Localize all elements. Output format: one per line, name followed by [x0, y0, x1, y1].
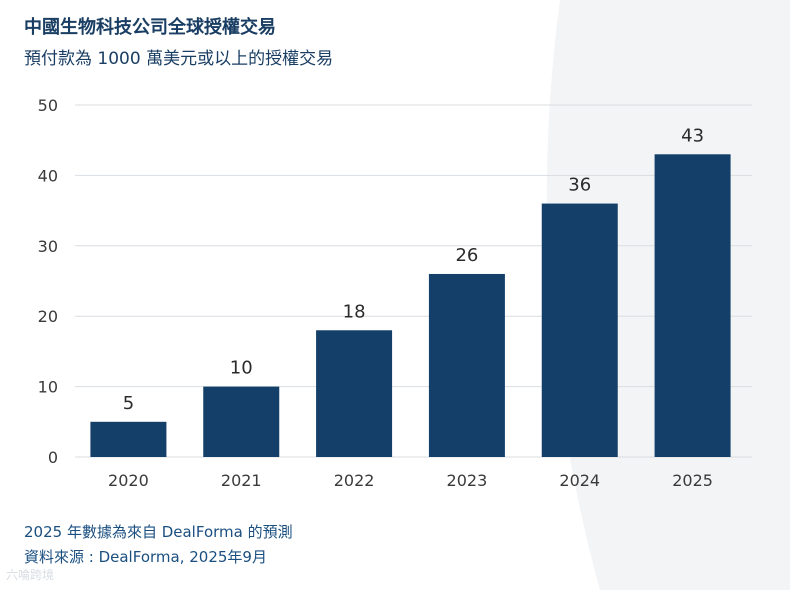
x-tick-label-2021: 2021 — [221, 471, 262, 490]
data-label-2021: 10 — [230, 358, 253, 379]
x-tick-label-2024: 2024 — [559, 471, 600, 490]
forecast-note: 2025 年數據為來自 DealForma 的預測 — [24, 523, 293, 541]
x-tick-label-2023: 2023 — [447, 471, 488, 490]
y-tick-label: 40 — [38, 166, 58, 185]
y-tick-label: 0 — [48, 448, 58, 467]
source-note: 資料來源 : DealForma, 2025年9月 — [24, 548, 267, 566]
data-label-2024: 36 — [568, 175, 591, 196]
x-tick-label-2025: 2025 — [672, 471, 713, 490]
data-label-2022: 18 — [343, 301, 366, 322]
bar-2025 — [654, 154, 731, 457]
y-tick-label: 10 — [38, 378, 58, 397]
y-tick-label: 50 — [38, 96, 58, 115]
bars — [90, 154, 731, 457]
data-label-2025: 43 — [681, 125, 704, 146]
data-labels: 5 10 18 26 36 43 — [123, 125, 704, 414]
bar-2020 — [90, 421, 167, 457]
gridlines — [75, 104, 752, 458]
chart-subtitle: 預付款為 1000 萬美元或以上的授權交易 — [24, 49, 334, 69]
y-axis-ticks: 0 10 20 30 40 50 — [38, 96, 58, 467]
bar-2022 — [316, 330, 393, 457]
bar-2021 — [203, 386, 280, 457]
bar-2023 — [428, 273, 505, 457]
x-tick-label-2020: 2020 — [108, 471, 149, 490]
bar-2024 — [541, 203, 618, 457]
data-label-2023: 26 — [455, 245, 478, 266]
x-axis-ticks: 2020 2021 2022 2023 2024 2025 — [108, 471, 713, 490]
data-label-2020: 5 — [123, 393, 134, 414]
watermark: 六㖮跨境 — [6, 568, 55, 582]
chart-title: 中國生物科技公司全球授權交易 — [24, 17, 276, 38]
y-tick-label: 30 — [38, 237, 58, 256]
x-tick-label-2022: 2022 — [334, 471, 375, 490]
y-tick-label: 20 — [38, 307, 58, 326]
